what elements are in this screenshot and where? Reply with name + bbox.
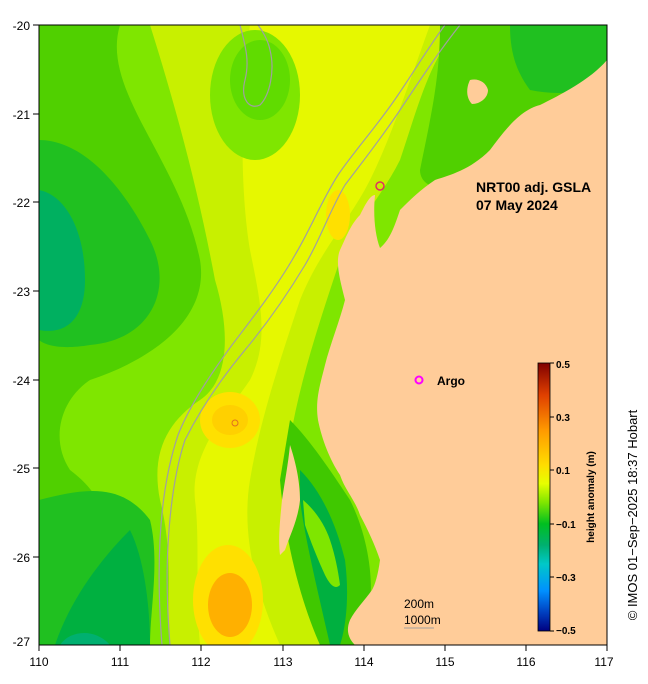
y-tick-label: -23 bbox=[13, 285, 31, 299]
argo-legend: Argo bbox=[414, 374, 465, 388]
contour-scale: 200m 1000m bbox=[404, 597, 441, 629]
y-tick-label: -27 bbox=[13, 635, 31, 649]
argo-float-marker bbox=[231, 419, 239, 427]
x-tick-label: 110 bbox=[29, 655, 48, 669]
colorbar-tick: −0.3 bbox=[556, 573, 576, 584]
y-tick-label: -20 bbox=[13, 19, 31, 33]
map-title: NRT00 adj. GSLA bbox=[476, 179, 591, 195]
x-tick-label: 115 bbox=[435, 655, 454, 669]
x-tick-label: 112 bbox=[191, 655, 210, 669]
x-tick-labels: 110 111 112 113 114 115 116 117 bbox=[29, 655, 613, 669]
y-tick-label: -25 bbox=[13, 462, 31, 476]
y-tick-label: -24 bbox=[13, 374, 31, 388]
bathymetry-contours bbox=[158, 25, 461, 645]
colorbar-title: height anomaly (m) bbox=[586, 451, 597, 543]
colorbar-tick: 0.1 bbox=[556, 466, 570, 477]
colorbar-tick: 0.3 bbox=[556, 413, 570, 424]
plot-frame bbox=[38, 24, 608, 646]
y-tick-labels: -20 -21 -22 -23 -24 -25 -26 -27 bbox=[13, 19, 31, 649]
x-tick-label: 113 bbox=[273, 655, 292, 669]
y-tick-label: -21 bbox=[13, 108, 31, 122]
colorbar-gradient bbox=[537, 362, 551, 632]
colorbar-tick: −0.1 bbox=[556, 520, 576, 531]
colorbar: 0.5 0.3 0.1 −0.1 −0.3 −0.5 height anomal… bbox=[537, 360, 597, 637]
argo-float-marker bbox=[375, 181, 385, 191]
contour-1000m-label: 1000m bbox=[404, 613, 441, 627]
x-axis bbox=[38, 645, 608, 651]
x-tick-label: 114 bbox=[354, 655, 373, 669]
y-tick-label: -22 bbox=[13, 196, 31, 210]
x-tick-label: 111 bbox=[111, 655, 130, 669]
credit-text: © IMOS 01−Sep−2025 18:37 Hobart bbox=[625, 409, 640, 620]
argo-legend-marker bbox=[414, 375, 424, 385]
map-date: 07 May 2024 bbox=[476, 197, 558, 213]
x-tick-label: 117 bbox=[594, 655, 613, 669]
land-mass bbox=[279, 60, 607, 645]
colorbar-tick: −0.5 bbox=[556, 626, 576, 637]
argo-legend-label: Argo bbox=[437, 374, 465, 388]
contour-200m-label: 200m bbox=[404, 597, 434, 611]
y-tick-label: -26 bbox=[13, 551, 31, 565]
colorbar-tick: 0.5 bbox=[556, 360, 570, 371]
x-tick-label: 116 bbox=[516, 655, 535, 669]
y-axis bbox=[33, 24, 39, 558]
